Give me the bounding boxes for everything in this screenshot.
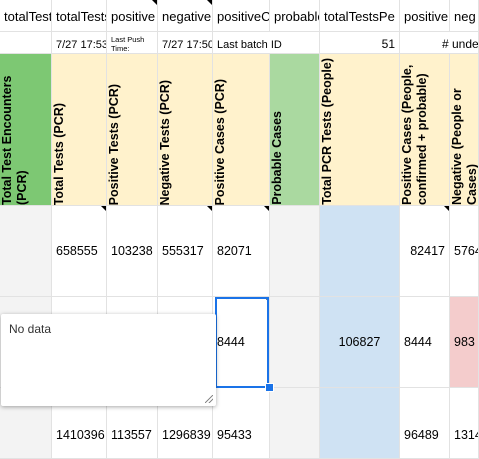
cell-value: 103238 <box>111 244 153 258</box>
cell-value: 1410396 <box>56 428 105 442</box>
data-cell[interactable] <box>270 297 320 388</box>
last-push-time-label: Last Push Time: <box>111 35 145 53</box>
title-cell-c3[interactable]: Negative Tests (PCR) <box>158 54 213 206</box>
meta-cell-c8[interactable]: # unde <box>400 32 479 54</box>
meta-cell-c6[interactable]: 51 <box>320 32 400 54</box>
data-cell[interactable] <box>320 388 400 459</box>
title-cell-c0[interactable]: Total Test Encounters (PCR) <box>0 54 52 206</box>
title-cell-c8[interactable]: Negative (People or Cases) <box>450 54 479 206</box>
cell-value: 5764 <box>454 244 478 258</box>
resize-handle-icon[interactable] <box>205 395 213 403</box>
note-text[interactable]: No data <box>9 322 52 336</box>
header-label: negative <box>162 9 212 24</box>
data-cell[interactable] <box>270 206 320 297</box>
cell-value: 1296839 <box>162 428 211 442</box>
header-cell-c7[interactable]: positive <box>400 0 450 32</box>
column-title: Negative (People or Cases) <box>450 88 479 205</box>
header-label: positive <box>404 9 449 24</box>
title-cell-c5[interactable]: Probable Cases <box>270 54 320 206</box>
note-indicator-icon <box>152 0 157 5</box>
header-cell-c4[interactable]: positiveC <box>213 0 270 32</box>
data-cell-selected[interactable]: 8444 <box>213 297 270 388</box>
title-cell-c2[interactable]: Positive Tests (PCR) <box>107 54 158 206</box>
data-cell[interactable] <box>270 388 320 459</box>
title-cell-c1[interactable]: Total Tests (PCR) <box>52 54 107 206</box>
data-cell[interactable]: 8444 <box>400 297 450 388</box>
meta-cell-c0[interactable] <box>0 32 52 54</box>
note-indicator-icon <box>444 206 449 211</box>
cell-value: 1314 <box>454 428 478 442</box>
column-title: Total PCR Tests (People) <box>320 58 334 205</box>
header-label: positive <box>111 9 156 24</box>
cell-value: 95433 <box>217 428 252 442</box>
data-cell[interactable] <box>320 206 400 297</box>
title-cell-c4[interactable]: Positive Cases (PCR) <box>213 54 270 206</box>
last-batch-id-label: Last batch ID <box>217 39 282 51</box>
fill-handle[interactable] <box>265 383 274 392</box>
header-cell-c0[interactable]: totalTest <box>0 0 52 32</box>
last-batch-id-value: 51 <box>381 37 395 51</box>
cell-value: 96489 <box>404 428 439 442</box>
data-cell[interactable] <box>0 206 52 297</box>
title-cell-c7[interactable]: Positive Cases (People, confirmed + prob… <box>400 54 450 206</box>
note-indicator-icon <box>101 206 106 211</box>
meta-cell-c4[interactable]: Last batch ID <box>213 32 320 54</box>
header-label: positiveC <box>217 9 270 24</box>
note-indicator-icon <box>207 206 212 211</box>
note-indicator-icon <box>207 0 212 5</box>
note-indicator-icon <box>264 297 269 302</box>
meta-cell-c1[interactable]: 7/27 17:53 <box>52 32 107 54</box>
column-title: Probable Cases <box>270 111 284 205</box>
data-cell[interactable]: 82417 <box>400 206 450 297</box>
column-title: Total Test Encounters (PCR) <box>0 75 29 205</box>
cell-value: 113557 <box>111 428 152 442</box>
meta-cell-c3[interactable]: 7/27 17:50 <box>158 32 213 54</box>
cell-value: 8444 <box>217 335 245 349</box>
column-title: Positive Cases (People, confirmed + prob… <box>400 64 429 205</box>
header-label: totalTests <box>56 9 107 24</box>
cell-note-popup[interactable]: No data <box>1 314 216 406</box>
data-cell[interactable]: 103238 <box>107 206 158 297</box>
header-label: neg <box>454 9 476 24</box>
data-cell[interactable]: 95433 <box>213 388 270 459</box>
column-title: Positive Tests (PCR) <box>107 83 121 205</box>
title-cell-c6[interactable]: Total PCR Tests (People) <box>320 54 400 206</box>
column-title: Negative Tests (PCR) <box>158 79 172 206</box>
cell-value: 82417 <box>410 244 445 258</box>
header-cell-c6[interactable]: totalTestsPe <box>320 0 400 32</box>
note-indicator-icon <box>264 206 269 211</box>
data-cell[interactable]: 555317 <box>158 206 213 297</box>
header-cell-c8[interactable]: neg <box>450 0 479 32</box>
data-cell[interactable]: 82071 <box>213 206 270 297</box>
data-cell[interactable]: 658555 <box>52 206 107 297</box>
cell-value: 555317 <box>162 244 204 258</box>
header-label: probable <box>274 9 320 24</box>
data-cell[interactable]: 983 <box>450 297 479 388</box>
header-cell-c1[interactable]: totalTests <box>52 0 107 32</box>
data-cell[interactable]: 5764 <box>450 206 479 297</box>
column-title: Total Tests (PCR) <box>52 102 66 205</box>
column-title: Positive Cases (PCR) <box>213 78 227 205</box>
data-cell[interactable]: 106827 <box>320 297 400 388</box>
header-cell-c3[interactable]: negative <box>158 0 213 32</box>
last-push-time-value-2: 7/27 17:50 <box>162 39 213 51</box>
last-push-time-value: 7/27 17:53 <box>56 39 107 51</box>
cell-value: 8444 <box>404 335 432 349</box>
meta-cell-c2[interactable]: Last Push Time: <box>107 32 158 54</box>
header-label: totalTestsPe <box>324 9 395 24</box>
data-cell[interactable]: 96489 <box>400 388 450 459</box>
cell-value: 658555 <box>56 244 98 258</box>
header-label: totalTest <box>4 9 52 24</box>
undetermined-label: # unde <box>442 37 479 51</box>
cell-value: 82071 <box>217 244 252 258</box>
cell-value: 983 <box>454 335 475 349</box>
data-cell[interactable]: 1314 <box>450 388 479 459</box>
header-cell-c2[interactable]: positive <box>107 0 158 32</box>
cell-value: 106827 <box>338 335 381 349</box>
header-cell-c5[interactable]: probable <box>270 0 320 32</box>
